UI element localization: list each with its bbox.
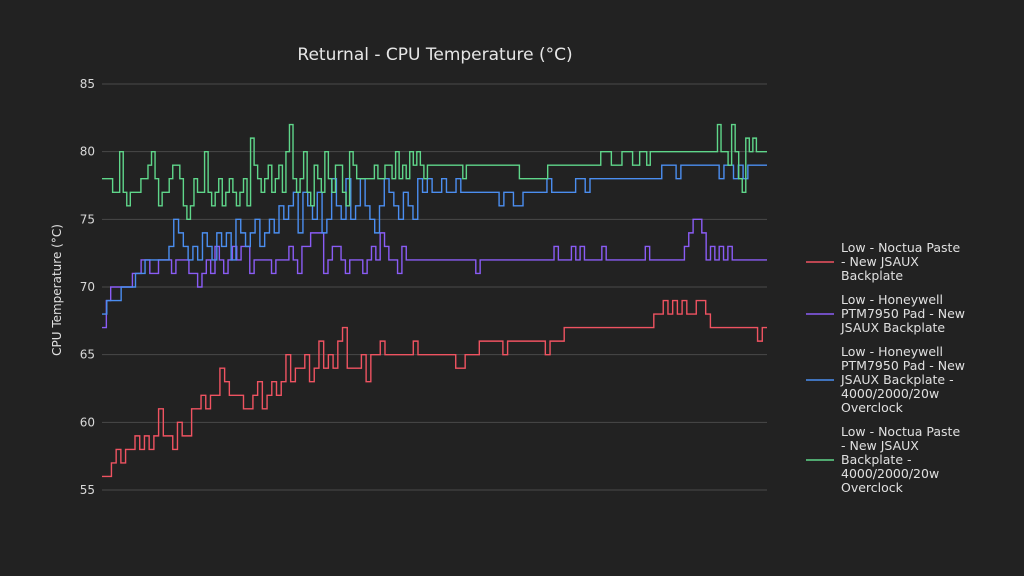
y-tick-label: 85 xyxy=(80,77,95,91)
legend-item-3[interactable]: Low - Honeywell PTM7950 Pad - New JSAUX Ba… xyxy=(806,344,965,415)
y-axis-title: CPU Temperature (°C) xyxy=(50,224,64,356)
plot-area xyxy=(102,123,767,478)
y-tick-label: 75 xyxy=(80,212,95,226)
series-line-1 xyxy=(102,299,767,478)
y-tick-label: 60 xyxy=(80,415,95,429)
legend[interactable]: Low - Noctua Paste - New JSAUX Backplate Lo… xyxy=(806,240,965,495)
legend-item-1[interactable]: Low - Noctua Paste - New JSAUX Backplate xyxy=(806,240,960,283)
series-line-4 xyxy=(102,123,767,221)
y-tick-label: 70 xyxy=(80,280,95,294)
y-tick-label: 55 xyxy=(80,483,95,497)
chart-title: Returnal - CPU Temperature (°C) xyxy=(297,45,572,65)
legend-label: Low - Noctua Paste - New JSAUX Backplate xyxy=(841,240,960,283)
y-tick-label: 65 xyxy=(80,348,95,362)
legend-label: Low - Honeywell PTM7950 Pad - New JSAUX Ba… xyxy=(840,344,965,415)
legend-item-2[interactable]: Low - Honeywell PTM7950 Pad - New JSAUX Ba… xyxy=(806,292,965,335)
y-tick-labels: 55 60 65 70 75 80 85 xyxy=(80,77,95,497)
y-tick-label: 80 xyxy=(80,145,95,159)
legend-label: Low - Honeywell PTM7950 Pad - New JSAUX Ba… xyxy=(840,292,965,335)
series-line-3 xyxy=(102,164,767,315)
legend-item-4[interactable]: Low - Noctua Paste - New JSAUX Backplate -… xyxy=(806,424,960,495)
legend-label: Low - Noctua Paste - New JSAUX Backplate -… xyxy=(841,424,960,495)
series-line-2 xyxy=(102,218,767,329)
